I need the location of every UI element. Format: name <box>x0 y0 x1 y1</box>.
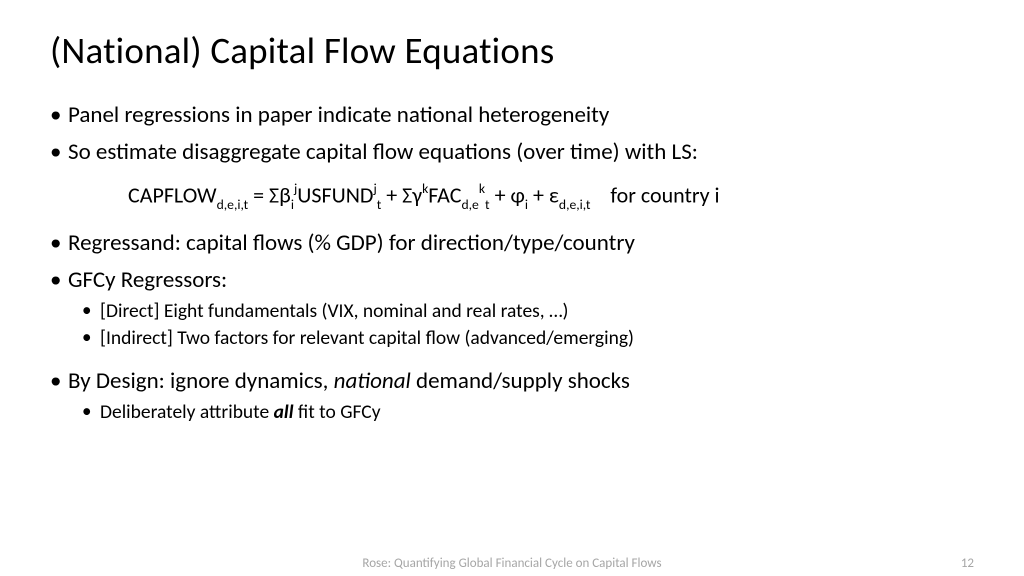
sub-text: fit to GFCy <box>294 400 381 424</box>
bullet-italic: national <box>334 367 411 395</box>
eq-sub: t <box>485 196 490 213</box>
eq-sub: d,e,i,t <box>217 196 249 213</box>
sub-bullet: Deliberately attribute all fit to GFCy <box>68 400 974 425</box>
equation-row: CAPFLOWd,e,i,t = ΣβijUSFUNDjt + ΣγkFACd,… <box>50 181 974 212</box>
eq-sub: t <box>377 196 382 213</box>
sub-bullet: [Direct] Eight fundamentals (VIX, nomina… <box>68 299 974 324</box>
bullet-item: So estimate disaggregate capital flow eq… <box>50 138 974 167</box>
sub-text: Deliberately attribute <box>100 400 274 424</box>
eq-text: USFUND <box>297 181 373 208</box>
eq-text: FAC <box>428 181 461 208</box>
slide-title: (National) Capital Flow Equations <box>50 28 974 73</box>
eq-sub: i <box>291 196 294 213</box>
bullet-list: Panel regressions in paper indicate nati… <box>50 101 974 426</box>
bullet-item: GFCy Regressors: [Direct] Eight fundamen… <box>50 266 974 351</box>
eq-text: + φ <box>490 181 525 208</box>
bullet-item: By Design: ignore dynamics, national dem… <box>50 367 974 425</box>
sub-list: [Direct] Eight fundamentals (VIX, nomina… <box>68 299 974 352</box>
slide: (National) Capital Flow Equations Panel … <box>0 0 1024 576</box>
bullet-item: Regressand: capital flows (% GDP) for di… <box>50 229 974 258</box>
sub-bullet: [Indirect] Two factors for relevant capi… <box>68 326 974 351</box>
bullet-item: Panel regressions in paper indicate nati… <box>50 101 974 130</box>
eq-text: + ε <box>528 181 559 208</box>
sub-list: Deliberately attribute all fit to GFCy <box>68 400 974 425</box>
eq-text: = Σβ <box>248 181 291 208</box>
eq-sub: d,e <box>461 196 478 213</box>
sub-bold-italic: all <box>274 400 294 424</box>
page-number: 12 <box>961 556 974 571</box>
bullet-text: By Design: ignore dynamics, <box>68 367 334 395</box>
footer-text: Rose: Quantifying Global Financial Cycle… <box>0 556 1024 571</box>
eq-text: + Σγ <box>381 181 422 208</box>
eq-sup: j <box>294 180 297 197</box>
eq-sub: d,e,i,t <box>559 196 591 213</box>
eq-sup: k <box>422 180 428 197</box>
eq-tail: for country i <box>590 181 719 208</box>
bullet-text: demand/supply shocks <box>411 367 630 395</box>
eq-sup: j <box>373 180 376 197</box>
eq-text: CAPFLOW <box>128 181 217 208</box>
eq-sub: i <box>525 196 528 213</box>
bullet-text: GFCy Regressors: <box>68 266 227 294</box>
eq-sup: k <box>479 180 485 197</box>
equation: CAPFLOWd,e,i,t = ΣβijUSFUNDjt + ΣγkFACd,… <box>68 181 974 212</box>
